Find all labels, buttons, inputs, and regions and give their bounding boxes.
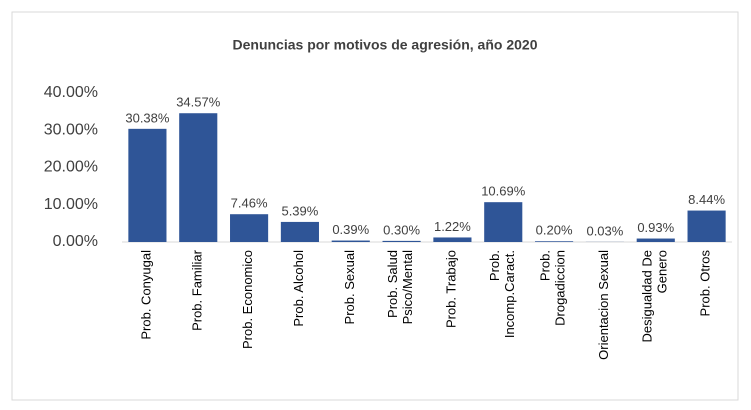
- x-tick-label: Prob. Economico: [241, 250, 256, 349]
- bar: [179, 113, 218, 243]
- bar: [484, 202, 523, 242]
- x-tick-label: Desigualdad DeGenero: [640, 250, 670, 343]
- bar: [230, 214, 269, 242]
- bar: [280, 221, 319, 242]
- value-label: 8.44%: [688, 192, 725, 207]
- bar: [636, 238, 675, 242]
- value-label: 7.46%: [231, 196, 268, 211]
- x-tick-label: Prob. Otros: [698, 250, 713, 317]
- chart-title: Denuncias por motivos de agresión, año 2…: [233, 37, 538, 53]
- x-tick-label: Prob. Trabajo: [444, 250, 459, 328]
- bar: [433, 237, 472, 242]
- x-tick-label: Prob. Sexual: [342, 250, 357, 325]
- x-tick-label: Prob. Familiar: [190, 249, 205, 331]
- x-tick-label: Prob. SaludPsico/Mental: [386, 250, 416, 325]
- x-tick-label: Prob. Alcohol: [291, 250, 306, 327]
- bar: [382, 240, 421, 242]
- y-tick-label: 40.00%: [44, 84, 98, 101]
- value-label: 10.69%: [481, 184, 526, 199]
- x-tick-label: Prob.Drogadiccion: [538, 250, 568, 326]
- bar: [687, 210, 726, 242]
- y-tick-label: 0.00%: [53, 233, 98, 250]
- value-label: 0.30%: [383, 222, 420, 237]
- value-label: 0.39%: [332, 222, 369, 237]
- x-tick-label: Prob.Incomp.Caract.: [487, 250, 517, 338]
- value-label: 34.57%: [176, 95, 221, 110]
- bar: [128, 128, 167, 242]
- value-label: 1.22%: [434, 219, 471, 234]
- bar: [535, 241, 574, 242]
- value-label: 5.39%: [281, 203, 318, 218]
- y-tick-label: 30.00%: [44, 121, 98, 138]
- chart-frame: [11, 11, 739, 401]
- y-tick-label: 10.00%: [44, 196, 98, 213]
- x-tick-label: Prob. Conyugal: [139, 250, 154, 340]
- y-tick-label: 20.00%: [44, 159, 98, 176]
- value-label: 0.93%: [637, 220, 674, 235]
- value-label: 0.20%: [536, 223, 573, 238]
- value-label: 30.38%: [125, 110, 170, 125]
- bar: [331, 240, 370, 242]
- value-label: 0.03%: [586, 223, 623, 238]
- x-tick-label: Orientacion Sexual: [596, 250, 611, 360]
